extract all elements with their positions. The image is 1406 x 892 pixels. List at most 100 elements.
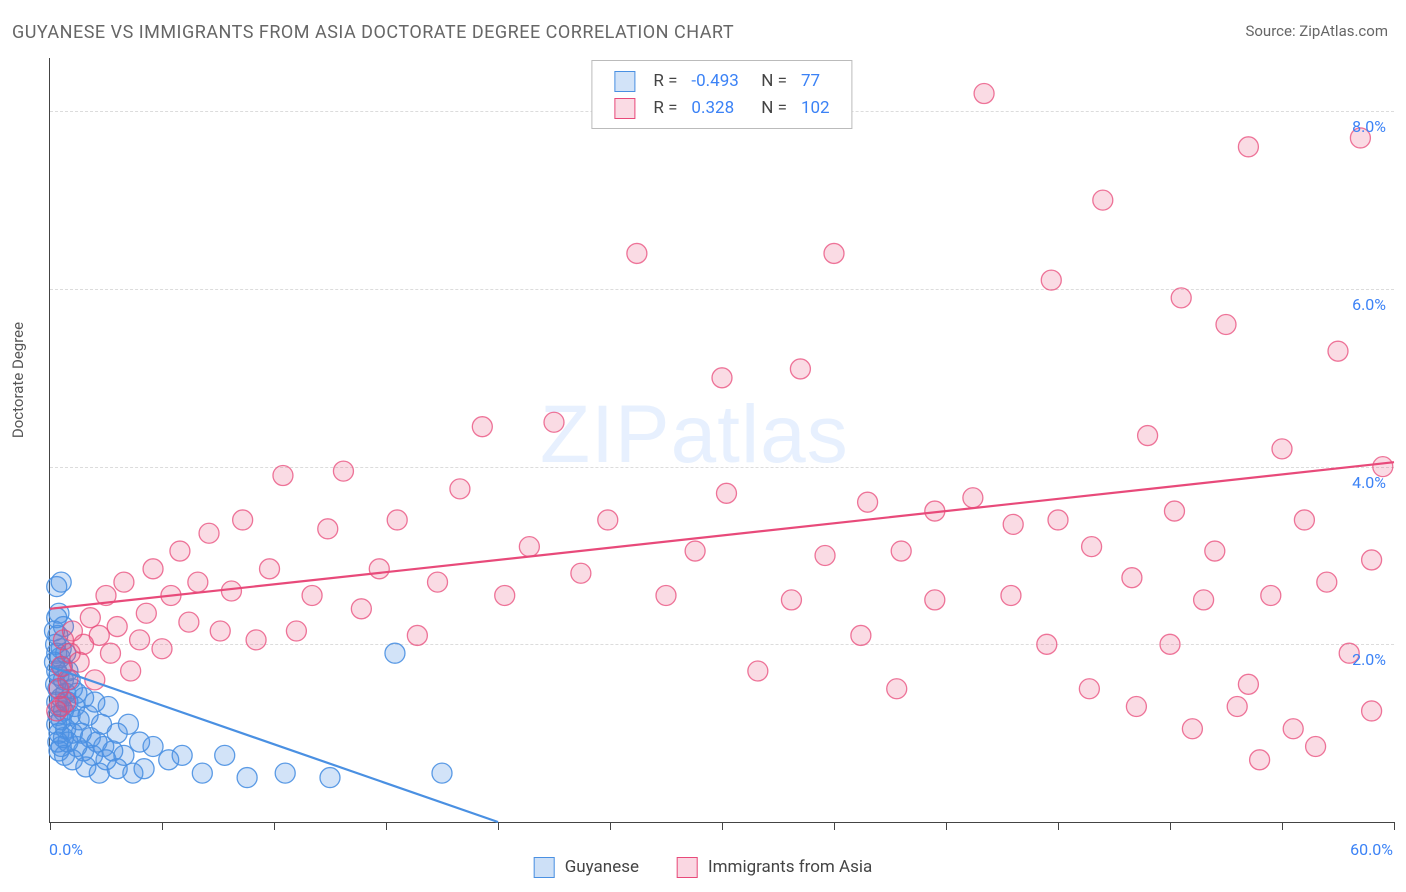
scatter-point (1122, 568, 1142, 588)
scatter-point (781, 590, 801, 610)
scatter-point (1001, 585, 1021, 605)
scatter-point (1164, 501, 1184, 521)
scatter-point (221, 581, 241, 601)
scatter-point (1048, 510, 1068, 530)
scatter-point (887, 679, 907, 699)
scatter-point (790, 359, 810, 379)
x-tick-min: 0.0% (49, 840, 83, 859)
scatter-point (172, 745, 192, 765)
scatter-point (121, 661, 141, 681)
scatter-point (544, 412, 564, 432)
scatter-point (407, 625, 427, 645)
scatter-point (1216, 315, 1236, 335)
legend-swatch-pink (677, 857, 698, 878)
r-value-2: 0.328 (685, 96, 744, 121)
r-value-1: -0.493 (685, 69, 744, 94)
scatter-point (1227, 697, 1247, 717)
scatter-point (275, 763, 295, 783)
y-tick-label: 6.0% (1352, 295, 1386, 314)
scatter-point (712, 368, 732, 388)
scatter-point (302, 585, 322, 605)
scatter-point (233, 510, 253, 530)
scatter-point (199, 523, 219, 543)
scatter-point (1362, 701, 1382, 721)
scatter-point (333, 461, 353, 481)
scatter-point (963, 488, 983, 508)
n-label: N = (747, 69, 793, 94)
scatter-point (143, 736, 163, 756)
scatter-point (1238, 674, 1258, 694)
scatter-point (974, 84, 994, 104)
scatter-point (210, 621, 230, 641)
scatter-point (286, 621, 306, 641)
scatter-point (1205, 541, 1225, 561)
scatter-point (1003, 514, 1023, 534)
y-axis-label: Doctorate Degree (9, 322, 27, 438)
scatter-point (1041, 270, 1061, 290)
scatter-point (351, 599, 371, 619)
scatter-point (107, 617, 127, 637)
scatter-point (1037, 634, 1057, 654)
scatter-point (89, 625, 109, 645)
bottom-legend: Guyanese Immigrants from Asia (534, 857, 873, 878)
scatter-point (824, 243, 844, 263)
scatter-point (685, 541, 705, 561)
stats-row-series-2: R = 0.328 N = 102 (608, 96, 835, 121)
scatter-point (1261, 585, 1281, 605)
scatter-point (1138, 426, 1158, 446)
scatter-point (1126, 697, 1146, 717)
r-label: R = (647, 69, 683, 94)
scatter-point (369, 559, 389, 579)
scatter-point (1283, 719, 1303, 739)
scatter-point (748, 661, 768, 681)
scatter-point (387, 510, 407, 530)
y-tick-label: 4.0% (1352, 473, 1386, 492)
scatter-point (815, 545, 835, 565)
scatter-point (123, 763, 143, 783)
scatter-point (1194, 590, 1214, 610)
scatter-point (432, 763, 452, 783)
n-label: N = (747, 96, 793, 121)
scatter-point (246, 630, 266, 650)
scatter-point (170, 541, 190, 561)
scatter-point (1317, 572, 1337, 592)
scatter-point (385, 643, 405, 663)
scatter-point (656, 585, 676, 605)
scatter-point (69, 652, 89, 672)
scatter-point (1160, 634, 1180, 654)
plot-area: ZIPatlas R = -0.493 N = 77 R = 0.328 N = (49, 58, 1394, 823)
scatter-point (428, 572, 448, 592)
scatter-svg (50, 58, 1394, 822)
scatter-point (179, 612, 199, 632)
scatter-point (1093, 190, 1113, 210)
scatter-point (858, 492, 878, 512)
scatter-point (472, 417, 492, 437)
scatter-point (80, 608, 100, 628)
scatter-point (1362, 550, 1382, 570)
scatter-point (98, 697, 118, 717)
scatter-point (89, 763, 109, 783)
scatter-point (152, 639, 172, 659)
scatter-point (495, 585, 515, 605)
legend-swatch-blue (614, 71, 635, 92)
scatter-point (571, 563, 591, 583)
scatter-point (1238, 137, 1258, 157)
n-value-1: 77 (795, 69, 836, 94)
scatter-point (851, 625, 871, 645)
scatter-point (450, 479, 470, 499)
y-tick-label: 8.0% (1352, 117, 1386, 136)
scatter-point (192, 763, 212, 783)
scatter-point (598, 510, 618, 530)
scatter-point (925, 590, 945, 610)
scatter-point (1250, 750, 1270, 770)
y-tick-label: 2.0% (1352, 650, 1386, 669)
scatter-point (1272, 439, 1292, 459)
scatter-point (1082, 537, 1102, 557)
scatter-point (215, 745, 235, 765)
legend-swatch-blue (534, 857, 555, 878)
scatter-point (237, 768, 257, 788)
stats-row-series-1: R = -0.493 N = 77 (608, 69, 835, 94)
scatter-point (627, 243, 647, 263)
legend-label-2: Immigrants from Asia (708, 857, 872, 877)
scatter-point (118, 714, 138, 734)
